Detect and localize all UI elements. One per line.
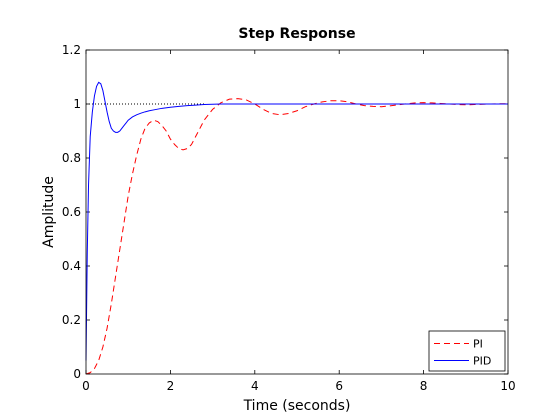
y-tick-label: 0.2	[62, 313, 81, 327]
legend-box	[428, 330, 506, 372]
y-axis-label: Amplitude	[41, 176, 57, 248]
axes-box	[85, 49, 509, 375]
x-tick-label: 0	[82, 379, 90, 393]
y-tick-label: 0.6	[62, 205, 81, 219]
y-tick-label: 0.4	[62, 259, 81, 273]
series-layer	[85, 81, 508, 375]
y-tick-label: 0	[73, 367, 81, 381]
series-line-pid	[85, 81, 508, 361]
legend-label-pi: PI	[473, 338, 483, 351]
chart-title: Step Response	[238, 26, 355, 42]
x-tick-label: 10	[500, 379, 515, 393]
series-line-pi	[85, 98, 508, 375]
x-tick-label: 6	[335, 379, 343, 393]
x-tick-label: 4	[251, 379, 259, 393]
y-tick-label: 1	[73, 97, 81, 111]
plot-area	[86, 50, 508, 374]
x-tick-label: 8	[420, 379, 428, 393]
y-tick-label: 0.8	[62, 151, 81, 165]
x-axis-label: Time (seconds)	[243, 398, 351, 414]
y-tick-label: 1.2	[62, 43, 81, 57]
legend: PI PID	[428, 330, 506, 372]
x-tick-label: 2	[167, 379, 175, 393]
legend-label-pid: PID	[473, 355, 491, 368]
